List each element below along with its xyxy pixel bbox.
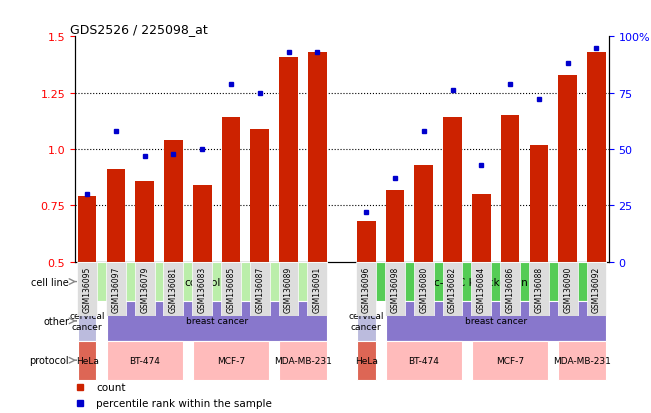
Text: GDS2526 / 225098_at: GDS2526 / 225098_at (70, 23, 207, 36)
Bar (415, 166, 433, 262)
Text: GSM136090: GSM136090 (563, 266, 572, 312)
Text: GSM136096: GSM136096 (362, 266, 370, 312)
Bar (77, 262, 97, 316)
Bar (500, 262, 520, 316)
Bar (193, 186, 212, 262)
Bar (356, 262, 376, 316)
Text: GSM136087: GSM136087 (255, 266, 264, 312)
Bar (221, 262, 241, 316)
Bar (357, 262, 606, 301)
Bar (163, 262, 184, 316)
Bar (77, 197, 96, 262)
Text: GSM136088: GSM136088 (534, 266, 544, 312)
Text: GSM136098: GSM136098 (391, 266, 400, 312)
Text: GSM136097: GSM136097 (111, 266, 120, 312)
Text: GSM136092: GSM136092 (592, 266, 601, 312)
Bar (385, 262, 405, 316)
Text: percentile rank within the sample: percentile rank within the sample (96, 398, 272, 408)
Bar (279, 262, 298, 316)
Text: GSM136081: GSM136081 (169, 266, 178, 312)
Bar (559, 341, 606, 380)
Text: GSM136079: GSM136079 (140, 266, 149, 312)
Text: BT-474: BT-474 (129, 356, 160, 365)
Text: cell line: cell line (31, 277, 69, 287)
Bar (558, 262, 577, 316)
Bar (471, 262, 492, 316)
Bar (77, 262, 327, 301)
Bar (77, 301, 96, 341)
Bar (279, 341, 327, 380)
Bar (107, 170, 125, 262)
Text: breast cancer: breast cancer (186, 317, 247, 325)
Bar (221, 118, 240, 262)
Text: count: count (96, 382, 126, 392)
Text: GSM136080: GSM136080 (419, 266, 428, 312)
Bar (251, 129, 269, 262)
Bar (77, 341, 96, 380)
Text: HeLa: HeLa (76, 356, 98, 365)
Text: GSM136095: GSM136095 (83, 266, 92, 312)
Bar (587, 262, 606, 316)
Bar (164, 141, 183, 262)
Bar (250, 262, 270, 316)
Text: HeLa: HeLa (355, 356, 378, 365)
Bar (414, 262, 434, 316)
Bar (106, 262, 126, 316)
Bar (559, 76, 577, 262)
Text: GSM136082: GSM136082 (448, 266, 457, 312)
Bar (192, 262, 212, 316)
Text: cervical
cancer: cervical cancer (348, 311, 384, 331)
Bar (501, 116, 519, 262)
Bar (279, 57, 298, 262)
Text: control: control (184, 277, 221, 287)
Bar (307, 262, 327, 316)
Bar (308, 53, 327, 262)
Bar (357, 341, 376, 380)
Bar (443, 262, 462, 316)
Text: GSM136091: GSM136091 (313, 266, 322, 312)
Text: GSM136084: GSM136084 (477, 266, 486, 312)
Text: MCF-7: MCF-7 (496, 356, 524, 365)
Text: MDA-MB-231: MDA-MB-231 (553, 356, 611, 365)
Text: GSM136083: GSM136083 (198, 266, 207, 312)
Bar (107, 301, 327, 341)
Text: BT-474: BT-474 (408, 356, 439, 365)
Text: MCF-7: MCF-7 (217, 356, 245, 365)
Text: GSM136085: GSM136085 (227, 266, 236, 312)
Bar (385, 190, 404, 262)
Text: protocol: protocol (29, 355, 69, 366)
Bar (385, 301, 606, 341)
Text: other: other (43, 316, 69, 326)
Bar (472, 341, 548, 380)
Bar (529, 262, 549, 316)
Bar (587, 53, 606, 262)
Text: MDA-MB-231: MDA-MB-231 (274, 356, 332, 365)
Text: c-MYC knockdown: c-MYC knockdown (434, 277, 528, 287)
Text: GSM136086: GSM136086 (506, 266, 515, 312)
Text: breast cancer: breast cancer (465, 317, 527, 325)
Bar (193, 341, 269, 380)
Bar (529, 145, 548, 262)
Bar (357, 301, 376, 341)
Text: GSM136089: GSM136089 (284, 266, 293, 312)
Bar (443, 118, 462, 262)
Bar (135, 262, 154, 316)
Bar (472, 195, 491, 262)
Bar (357, 222, 376, 262)
Bar (107, 341, 183, 380)
Bar (135, 181, 154, 262)
Bar (385, 341, 462, 380)
Text: cervical
cancer: cervical cancer (70, 311, 105, 331)
